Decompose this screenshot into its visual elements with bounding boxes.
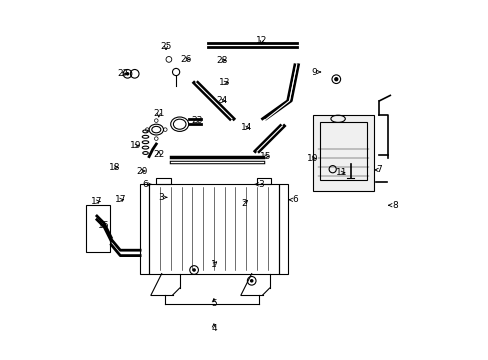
Text: 1: 1 (211, 260, 216, 269)
Text: 9: 9 (311, 68, 320, 77)
Text: 12: 12 (256, 36, 267, 45)
Text: 4: 4 (211, 324, 216, 333)
Text: 6: 6 (288, 195, 297, 204)
Text: 26: 26 (180, 55, 191, 64)
Circle shape (192, 268, 196, 272)
Text: 3: 3 (158, 193, 166, 202)
Bar (140, 184, 149, 274)
Bar (149, 184, 278, 274)
Text: 10: 10 (306, 154, 318, 163)
Text: 17: 17 (114, 195, 126, 204)
Text: 2: 2 (241, 199, 247, 208)
Text: 5: 5 (211, 299, 216, 307)
Text: 27: 27 (117, 69, 128, 78)
Text: 15: 15 (259, 152, 270, 161)
Text: 7: 7 (374, 166, 382, 175)
Text: 6: 6 (142, 180, 151, 189)
Text: 11: 11 (335, 168, 347, 177)
Bar (320, 122, 366, 180)
Circle shape (333, 77, 338, 81)
Text: 14: 14 (240, 123, 251, 132)
Text: 23: 23 (191, 116, 202, 125)
Text: 16: 16 (98, 220, 110, 230)
Circle shape (249, 279, 253, 283)
Text: 3: 3 (254, 180, 263, 189)
Text: 28: 28 (216, 56, 227, 65)
Bar (278, 184, 287, 274)
Text: 21: 21 (153, 109, 164, 118)
Bar (312, 115, 373, 191)
Text: 13: 13 (219, 78, 230, 87)
Text: 24: 24 (216, 96, 227, 105)
Text: 20: 20 (136, 166, 147, 176)
Text: 25: 25 (160, 42, 171, 51)
Text: 19: 19 (130, 141, 141, 150)
Text: 17: 17 (91, 197, 102, 206)
Text: 18: 18 (109, 163, 121, 172)
Bar (257, 178, 271, 184)
Text: 8: 8 (388, 201, 397, 210)
Text: 22: 22 (153, 150, 164, 159)
Bar (156, 178, 170, 184)
Circle shape (125, 72, 129, 76)
Bar (86, 205, 109, 252)
